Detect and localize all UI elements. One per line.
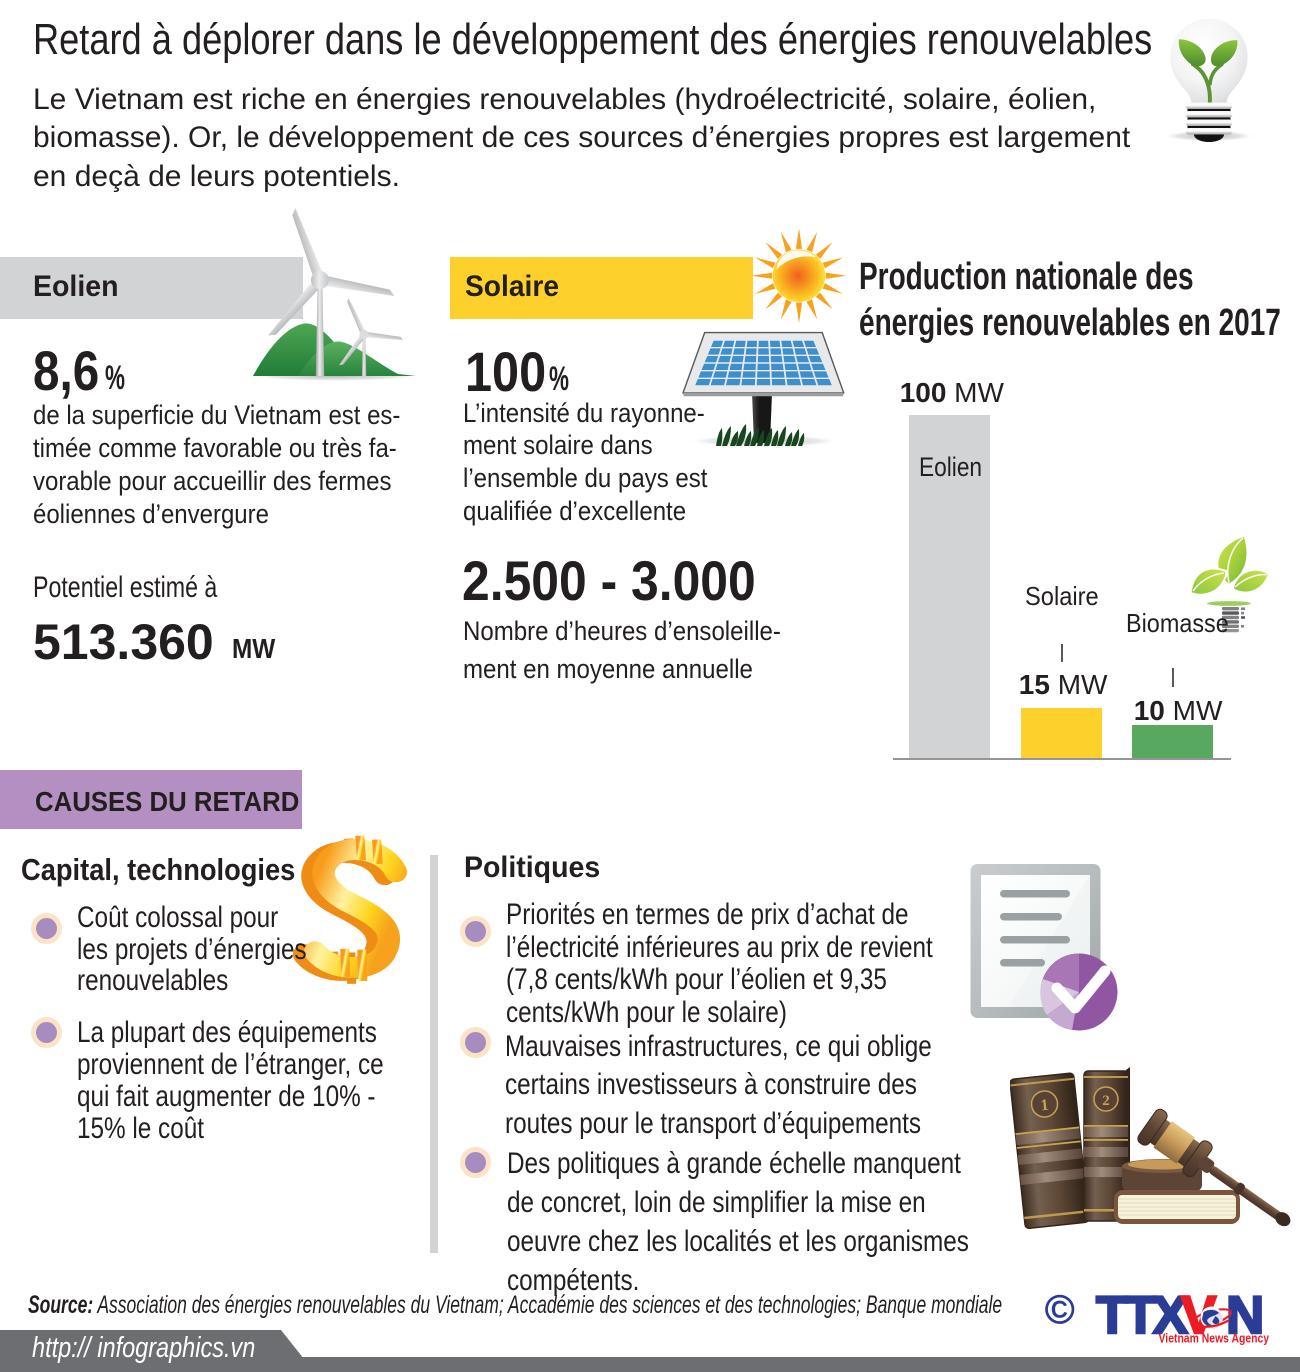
svg-text:©: © <box>1045 1288 1074 1332</box>
svg-text:TTX: TTX <box>1096 1286 1188 1345</box>
svg-text:2: 2 <box>1102 1093 1110 1109</box>
svg-text:Vietnam News Agency: Vietnam News Agency <box>1159 1332 1270 1346</box>
svg-text:N: N <box>1226 1286 1264 1345</box>
svg-text:1: 1 <box>1040 1097 1050 1115</box>
